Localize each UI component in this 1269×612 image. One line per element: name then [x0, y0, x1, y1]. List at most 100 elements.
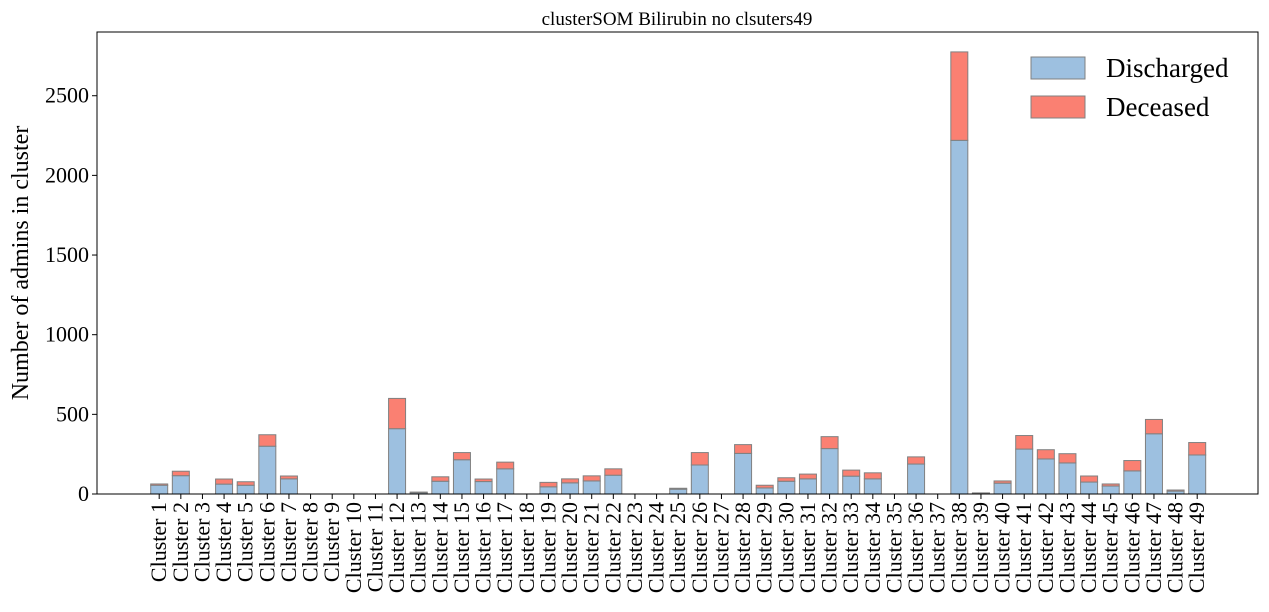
bar-deceased — [734, 444, 753, 454]
x-tick-label: Cluster 45 — [1098, 502, 1123, 593]
x-tick-label: Cluster 35 — [881, 502, 906, 593]
x-tick-label: Cluster 26 — [687, 502, 712, 593]
bar-deceased — [993, 480, 1012, 484]
bar-deceased — [409, 491, 428, 494]
bar-discharged — [496, 468, 515, 495]
x-tick-label: Cluster 9 — [319, 502, 344, 582]
x-tick-label: Cluster 43 — [1054, 502, 1079, 593]
bar-deceased — [474, 478, 493, 483]
x-tick-label: Cluster 38 — [946, 502, 971, 593]
plot-frame — [96, 31, 1259, 495]
x-tick-label: Cluster 36 — [903, 502, 928, 593]
chart-title: clusterSOM Bilirubin no clsuters49 — [542, 9, 813, 30]
x-tick-label: Cluster 7 — [276, 502, 301, 582]
x-tick-label: Cluster 42 — [1033, 502, 1058, 593]
y-tick-label: 500 — [56, 401, 89, 426]
x-tick-label: Cluster 27 — [708, 502, 733, 593]
y-tick-label: 0 — [78, 481, 89, 506]
x-tick-label: Cluster 47 — [1141, 502, 1166, 593]
bar-discharged — [171, 475, 190, 495]
x-tick-label: Cluster 20 — [557, 502, 582, 593]
bar-deceased — [1144, 418, 1163, 435]
x-tick-label: Cluster 6 — [254, 502, 279, 582]
x-tick-label: Cluster 8 — [298, 502, 323, 582]
bar-discharged — [842, 475, 861, 495]
x-tick-label: Cluster 21 — [579, 502, 604, 593]
x-tick-label: Cluster 19 — [535, 502, 560, 593]
bar-discharged — [798, 478, 817, 495]
bar-discharged — [1101, 485, 1120, 495]
bar-discharged — [777, 480, 796, 495]
x-tick-label: Cluster 46 — [1119, 502, 1144, 593]
bar-deceased — [496, 461, 515, 470]
bar-discharged — [215, 483, 234, 495]
bar-deceased — [539, 481, 558, 488]
bar-discharged — [1144, 433, 1163, 495]
x-tick-label: Cluster 41 — [1011, 502, 1036, 593]
bar-deceased — [907, 456, 926, 465]
bar-discharged — [258, 445, 277, 495]
bar-deceased — [820, 436, 839, 450]
bar-deceased — [1123, 460, 1142, 472]
bar-deceased — [236, 481, 255, 486]
bar-deceased — [1101, 483, 1120, 487]
bar-deceased — [431, 476, 450, 482]
bar-discharged — [669, 488, 688, 495]
y-axis-label: Number of admins in cluster — [8, 126, 34, 401]
bar-deceased — [604, 468, 623, 476]
x-tick-label: Cluster 24 — [644, 502, 669, 593]
bar-deceased — [950, 51, 969, 141]
x-tick-label: Cluster 49 — [1184, 502, 1209, 593]
bar-deceased — [1015, 435, 1034, 450]
bar-discharged — [1123, 470, 1142, 495]
bar-discharged — [734, 452, 753, 495]
bar-discharged — [1188, 454, 1207, 495]
bar-deceased — [863, 472, 882, 480]
bar-discharged — [690, 464, 709, 495]
bar-deceased — [755, 484, 774, 489]
bar-deceased — [777, 477, 796, 482]
legend: Discharged Deceased — [1030, 53, 1229, 122]
bar-discharged — [863, 478, 882, 495]
bar-discharged — [388, 428, 407, 495]
legend-swatch — [1030, 95, 1086, 119]
bar-deceased — [258, 434, 277, 447]
x-tick-label: Cluster 48 — [1163, 502, 1188, 593]
x-tick-label: Cluster 3 — [189, 502, 214, 582]
legend-label: Discharged — [1106, 53, 1229, 83]
y-tick-label: 2500 — [45, 83, 89, 108]
x-tick-label: Cluster 30 — [773, 502, 798, 593]
bar-deceased — [1188, 442, 1207, 456]
bar-deceased — [690, 452, 709, 466]
bar-deceased — [1080, 475, 1099, 483]
bar-discharged — [1036, 458, 1055, 495]
x-tick-label: Cluster 28 — [730, 502, 755, 593]
x-tick-label: Cluster 33 — [838, 502, 863, 593]
x-tick-label: Cluster 34 — [860, 502, 885, 593]
bar-deceased — [669, 487, 688, 490]
bar-discharged — [1015, 448, 1034, 495]
bar-deceased — [150, 483, 169, 486]
x-tick-label: Cluster 32 — [817, 502, 842, 593]
y-ticks-group: 0 500 1000 1500 2000 2500 — [45, 83, 97, 506]
x-tick-label: Cluster 15 — [449, 502, 474, 593]
bar-discharged — [993, 482, 1012, 495]
bar-discharged — [561, 482, 580, 495]
x-tick-label: Cluster 37 — [925, 502, 950, 593]
bars-group — [150, 51, 1207, 495]
bar-deceased — [842, 469, 861, 477]
bar-discharged — [1058, 462, 1077, 495]
bar-discharged — [755, 487, 774, 495]
bar-deceased — [1058, 453, 1077, 464]
y-tick-label: 1500 — [45, 242, 89, 267]
bar-discharged — [950, 139, 969, 495]
x-tick-label: Cluster 16 — [471, 502, 496, 593]
x-tick-label: Cluster 14 — [427, 502, 452, 593]
bar-discharged — [907, 463, 926, 495]
x-tick-label: Cluster 12 — [384, 502, 409, 593]
bar-discharged — [539, 486, 558, 495]
bar-discharged — [150, 484, 169, 495]
bar-discharged — [452, 459, 471, 495]
bar-discharged — [604, 474, 623, 495]
x-tick-label: Cluster 23 — [622, 502, 647, 593]
